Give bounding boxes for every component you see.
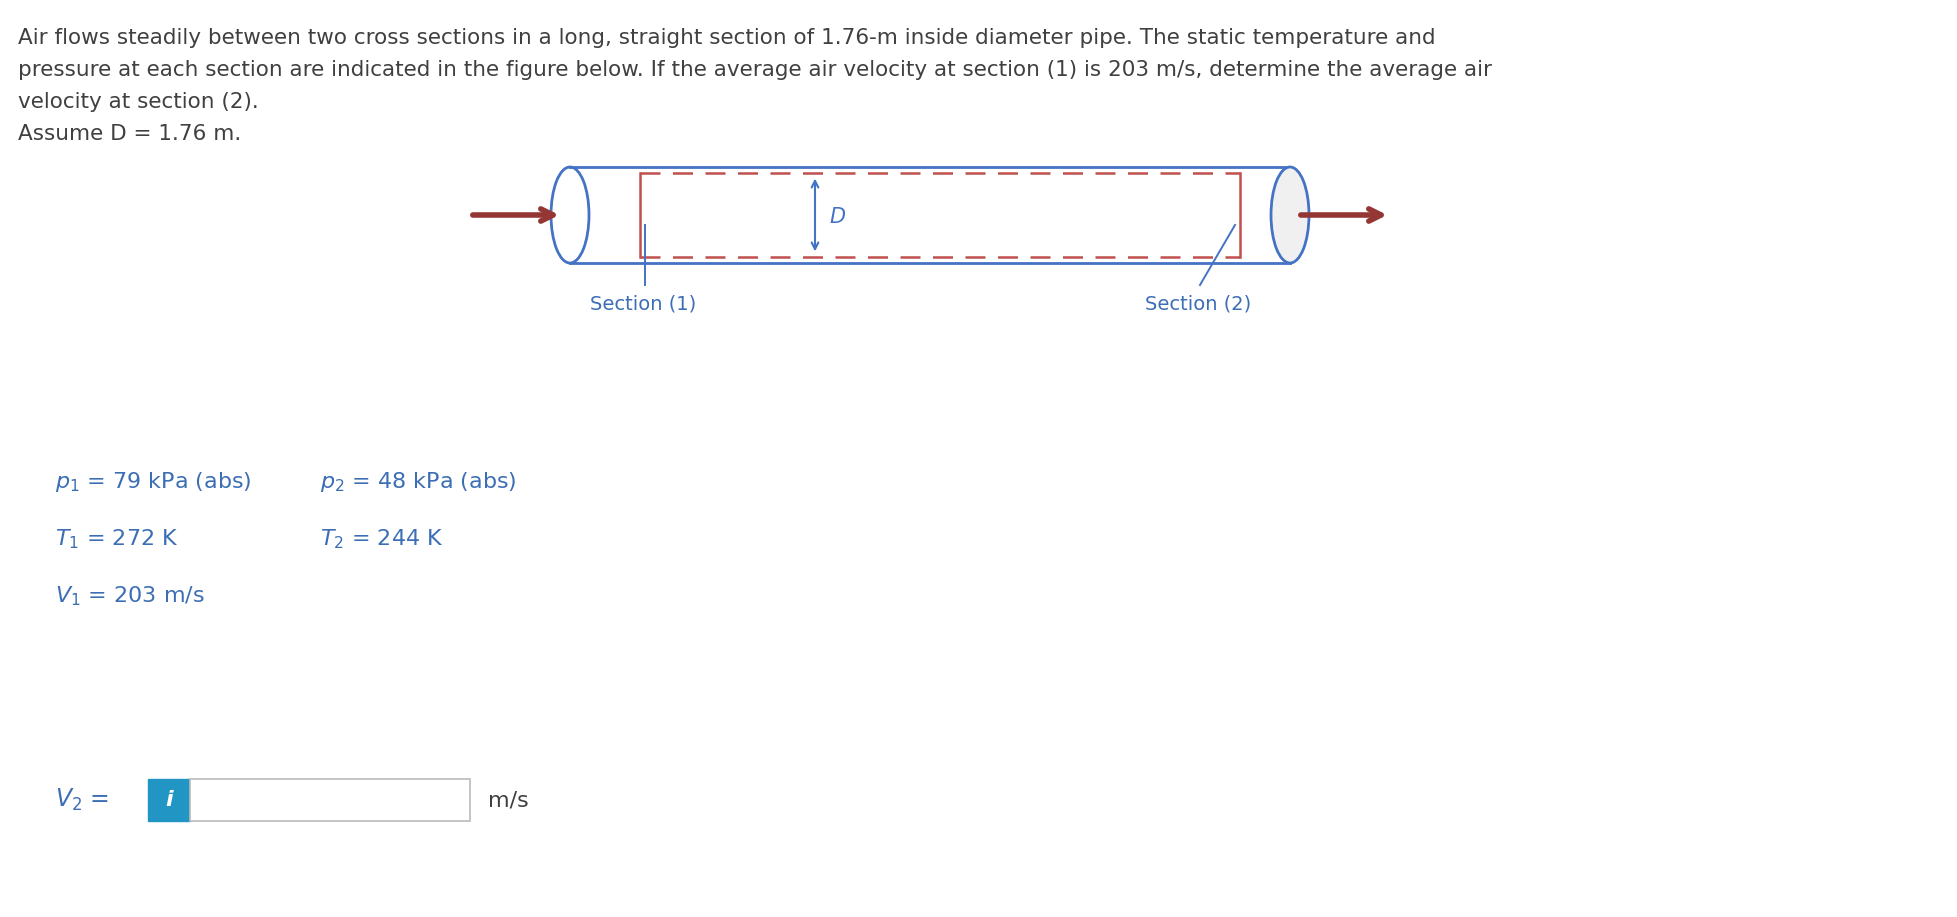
Ellipse shape (1270, 167, 1309, 263)
Text: $D$: $D$ (830, 207, 845, 227)
Text: Air flows steadily between two cross sections in a long, straight section of 1.7: Air flows steadily between two cross sec… (18, 28, 1436, 48)
Text: Assume D = 1.76 m.: Assume D = 1.76 m. (18, 124, 241, 144)
Text: $V_1$ = 203 m/s: $V_1$ = 203 m/s (55, 584, 205, 608)
Text: Section (1): Section (1) (589, 295, 697, 314)
Text: Section (2): Section (2) (1145, 295, 1251, 314)
Bar (569, 167, 1290, 263)
Text: m/s: m/s (487, 790, 528, 810)
Text: i: i (164, 790, 172, 810)
FancyBboxPatch shape (149, 779, 190, 821)
Text: pressure at each section are indicated in the figure below. If the average air v: pressure at each section are indicated i… (18, 60, 1491, 80)
Text: $p_1$ = 79 kPa (abs): $p_1$ = 79 kPa (abs) (55, 470, 252, 494)
Text: $T_2$ = 244 K: $T_2$ = 244 K (321, 527, 444, 550)
Text: $V_2$ =: $V_2$ = (55, 787, 110, 813)
Text: $p_2$ = 48 kPa (abs): $p_2$ = 48 kPa (abs) (321, 470, 517, 494)
Text: velocity at section (2).: velocity at section (2). (18, 92, 258, 112)
FancyBboxPatch shape (190, 779, 470, 821)
Text: $T_1$ = 272 K: $T_1$ = 272 K (55, 527, 178, 550)
